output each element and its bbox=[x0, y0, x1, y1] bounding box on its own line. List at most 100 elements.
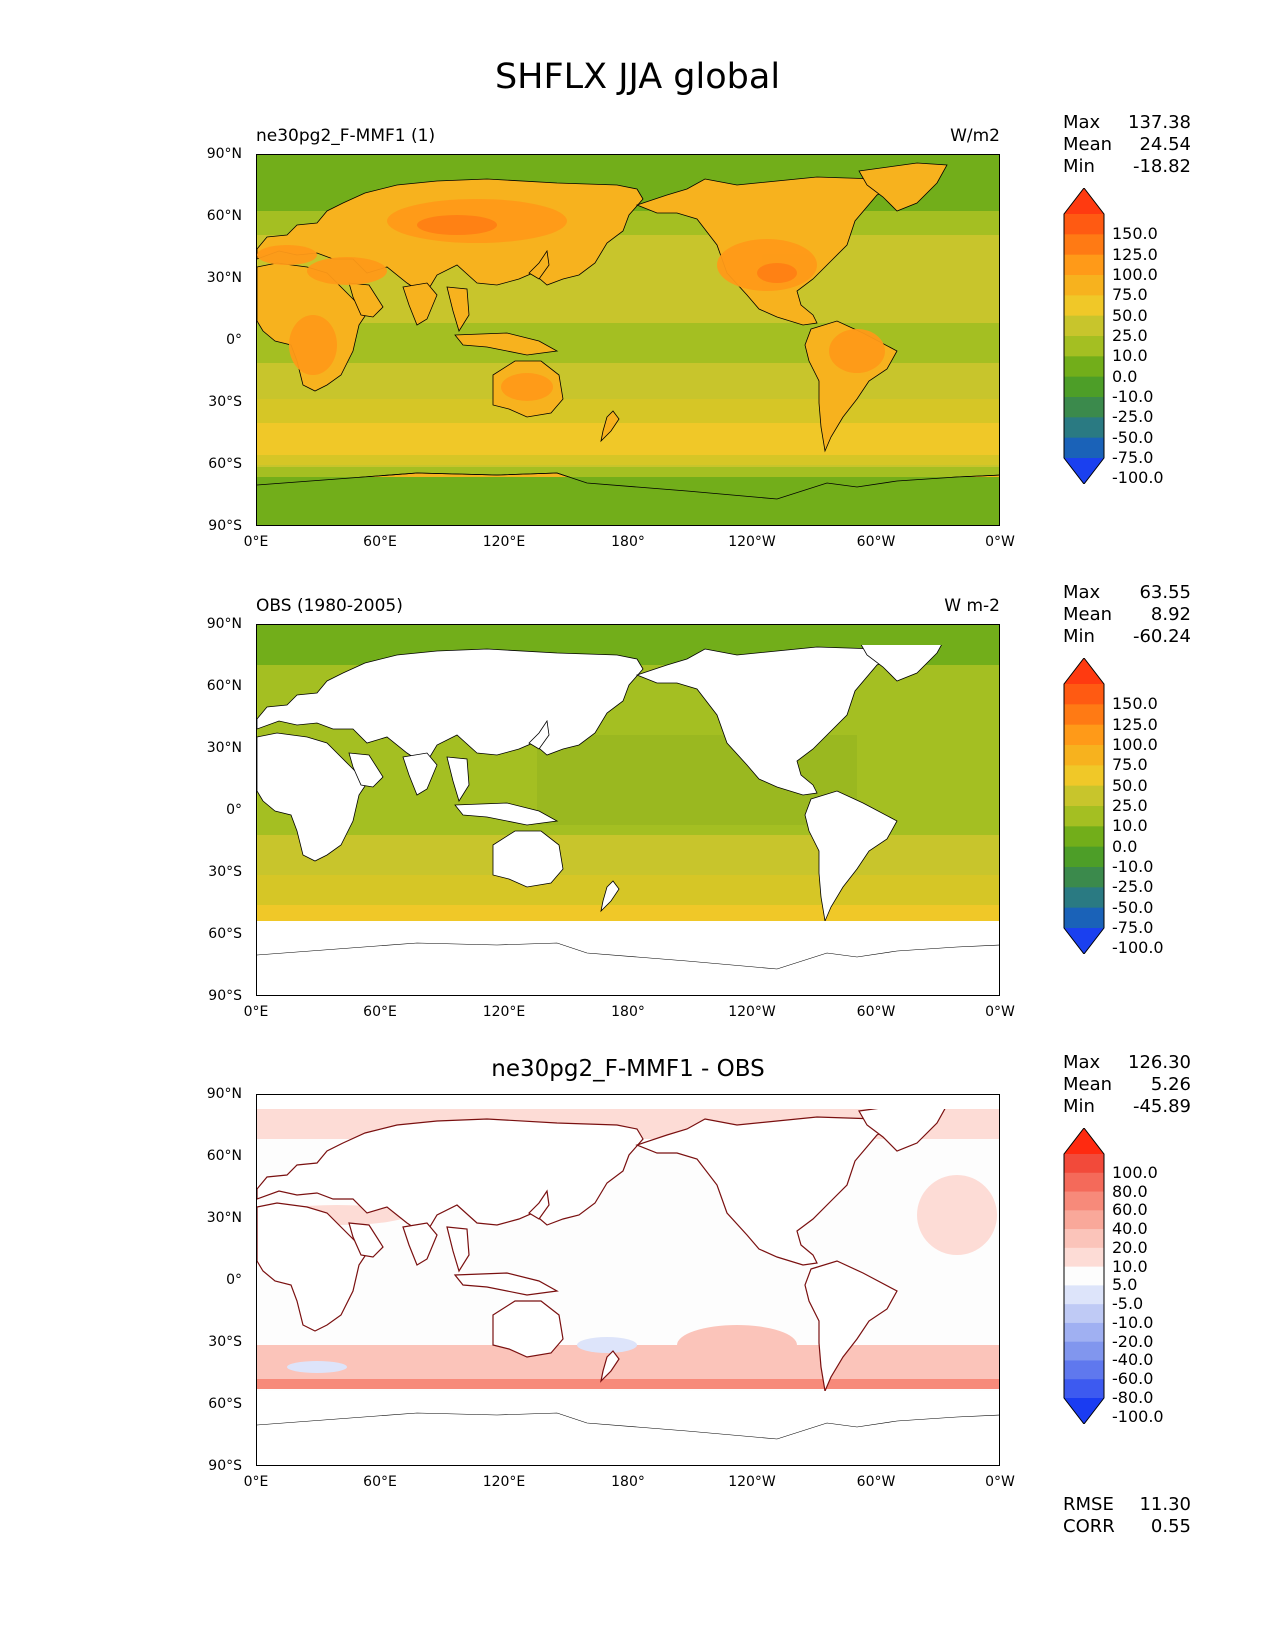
lat-tick: 60°S bbox=[208, 1396, 242, 1412]
colorbar-tick-label: 25.0 bbox=[1112, 326, 1148, 345]
panel-title-left: OBS (1980-2005) bbox=[256, 596, 403, 616]
lat-tick: 90°S bbox=[208, 988, 242, 1004]
colorbar-tick-label: -80.0 bbox=[1112, 1388, 1154, 1407]
colorbar-segment bbox=[1064, 806, 1104, 827]
stat-max: 63.55 bbox=[1139, 582, 1191, 603]
stat-max: 137.38 bbox=[1128, 112, 1191, 133]
diff-map bbox=[256, 1094, 1000, 1466]
colorbar-tick-label: -10.0 bbox=[1112, 387, 1154, 406]
colorbar-tick-label: 50.0 bbox=[1112, 305, 1148, 325]
lon-tick: 180° bbox=[611, 534, 645, 550]
lat-tick: 0° bbox=[226, 1272, 242, 1288]
panel-title-center: ne30pg2_F-MMF1 - OBS bbox=[491, 1056, 765, 1082]
colorbar-tick-label: 100.0 bbox=[1112, 735, 1158, 754]
colorbar-segment bbox=[1064, 724, 1104, 746]
model-panel: ne30pg2_F-MMF1 (1) W/m2 bbox=[0, 112, 1275, 557]
stat-min-label: Min bbox=[1063, 156, 1095, 177]
colorbar-segment bbox=[1064, 1172, 1104, 1193]
colorbar-tick-label: 10.0 bbox=[1112, 1256, 1148, 1276]
colorbar-tick-label: 20.0 bbox=[1112, 1237, 1148, 1257]
corr-value: 0.55 bbox=[1150, 1516, 1191, 1537]
panel-units: W/m2 bbox=[950, 126, 1000, 146]
colorbar-tick-label: 5.0 bbox=[1112, 1275, 1138, 1295]
colorbar-tick-label: 80.0 bbox=[1112, 1181, 1148, 1201]
lon-tick: 60°W bbox=[856, 1474, 896, 1490]
colorbar-segment bbox=[1064, 214, 1104, 235]
colorbar-segment bbox=[1064, 397, 1104, 418]
lat-tick: 0° bbox=[226, 802, 242, 818]
colorbar-segment bbox=[1064, 704, 1104, 726]
lat-tick: 30°N bbox=[206, 1210, 242, 1226]
colorbar-tick-label: 25.0 bbox=[1112, 796, 1148, 815]
stat-max-label: Max bbox=[1063, 1052, 1101, 1073]
lon-tick: 60°E bbox=[363, 534, 397, 550]
lon-tick: 180° bbox=[611, 1004, 645, 1020]
stat-min-label: Min bbox=[1063, 1096, 1095, 1117]
lat-tick: 90°S bbox=[208, 518, 242, 534]
colorbar-segment bbox=[1064, 1154, 1104, 1174]
colorbar-segment bbox=[1064, 867, 1104, 888]
colorbar-tick-label: -40.0 bbox=[1112, 1350, 1154, 1370]
colorbar-outline bbox=[1063, 188, 1105, 484]
colorbar-segment bbox=[1064, 785, 1104, 807]
colorbar-segment bbox=[1064, 234, 1104, 256]
stat-min: -60.24 bbox=[1132, 626, 1191, 647]
lon-tick: 60°E bbox=[363, 1474, 397, 1490]
colorbar-tick-label: -75.0 bbox=[1112, 448, 1154, 467]
stat-mean: 5.26 bbox=[1150, 1074, 1191, 1095]
panel-units: W m-2 bbox=[944, 596, 1000, 616]
colorbar-tick-label: 50.0 bbox=[1112, 775, 1148, 795]
colorbar-segment bbox=[1064, 417, 1104, 439]
stat-max-label: Max bbox=[1063, 582, 1101, 603]
colorbar-extend-bottom bbox=[1064, 1398, 1104, 1424]
colorbar-tick-label: 100.0 bbox=[1112, 265, 1158, 284]
colorbar-tick-label: -60.0 bbox=[1112, 1369, 1154, 1389]
colorbar-tick-label: -100.0 bbox=[1112, 1406, 1164, 1426]
rmse-value: 11.30 bbox=[1139, 1494, 1191, 1515]
colorbar-tick-label: -5.0 bbox=[1112, 1294, 1144, 1314]
stat-mean-label: Mean bbox=[1063, 604, 1113, 625]
obs-map bbox=[256, 624, 1000, 996]
colorbar-segment bbox=[1064, 1360, 1104, 1380]
colorbar-extend-top bbox=[1064, 658, 1104, 684]
stat-mean-label: Mean bbox=[1063, 1074, 1113, 1095]
colorbar-tick-label: 150.0 bbox=[1112, 694, 1158, 714]
stat-min: -45.89 bbox=[1132, 1096, 1191, 1117]
colorbar-tick-label: -100.0 bbox=[1112, 468, 1164, 488]
lat-tick: 60°S bbox=[208, 456, 242, 472]
lon-tick: 0°W bbox=[985, 1474, 1015, 1490]
corr-label: CORR bbox=[1063, 1516, 1115, 1537]
colorbar-segment bbox=[1064, 765, 1104, 787]
colorbar-segment bbox=[1064, 907, 1104, 929]
lon-tick: 0°E bbox=[243, 534, 269, 550]
colorbar-segment bbox=[1064, 1304, 1104, 1324]
diff-panel: ne30pg2_F-MMF1 - OBS 90°N 60°N 30°N 0° 3… bbox=[0, 1052, 1275, 1537]
lat-tick: 60°N bbox=[206, 208, 242, 224]
colorbar-tick-label: 60.0 bbox=[1112, 1200, 1148, 1220]
colorbar-segment bbox=[1064, 684, 1104, 705]
stat-max: 126.30 bbox=[1128, 1052, 1191, 1073]
lon-tick: 60°W bbox=[856, 534, 896, 550]
colorbar-segment bbox=[1064, 295, 1104, 317]
panel-title-left: ne30pg2_F-MMF1 (1) bbox=[256, 126, 436, 146]
colorbar bbox=[1063, 1128, 1105, 1424]
colorbar-tick-label: -10.0 bbox=[1112, 1312, 1154, 1332]
lat-tick: 90°S bbox=[208, 1458, 242, 1474]
colorbar-segment bbox=[1064, 1322, 1104, 1343]
lat-tick: 90°N bbox=[206, 1086, 242, 1102]
colorbar-segment bbox=[1064, 315, 1104, 337]
colorbar-tick-label: -50.0 bbox=[1112, 427, 1154, 447]
lon-tick: 60°E bbox=[363, 1004, 397, 1020]
colorbar-segment bbox=[1064, 1341, 1104, 1361]
colorbar-tick-label: -20.0 bbox=[1112, 1331, 1154, 1351]
colorbar-tick-label: -75.0 bbox=[1112, 918, 1154, 937]
stat-mean: 8.92 bbox=[1150, 604, 1191, 625]
colorbar-segment bbox=[1064, 1285, 1104, 1305]
obs-panel: OBS (1980-2005) W m-2 90°N 60°N 30°N 0° … bbox=[0, 582, 1275, 1027]
colorbar-segment bbox=[1064, 1229, 1104, 1249]
colorbar-extend-bottom bbox=[1064, 458, 1104, 484]
colorbar-tick-label: 0.0 bbox=[1112, 836, 1138, 856]
colorbar-segment bbox=[1064, 336, 1104, 357]
colorbar bbox=[1063, 658, 1105, 954]
rmse-box: RMSE 11.30 CORR 0.55 bbox=[1063, 1494, 1191, 1538]
